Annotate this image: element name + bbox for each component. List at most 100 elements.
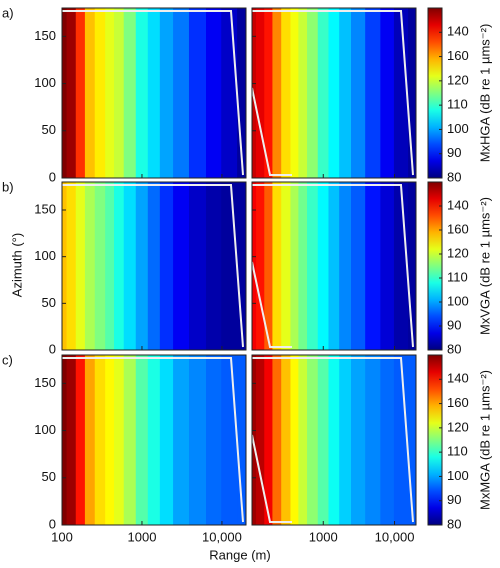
heat-cell [307, 182, 319, 350]
boundary-line [62, 357, 244, 523]
heat-cell [105, 8, 115, 178]
boundary-line [252, 10, 414, 176]
colorbar [427, 7, 443, 179]
heat-cell [84, 8, 96, 178]
y-tick-label: 0 [49, 169, 56, 184]
heat-cell [264, 182, 273, 350]
panel-label: a) [2, 5, 14, 20]
heat-cell [408, 355, 417, 525]
panel-label: b) [2, 179, 14, 194]
heat-cell [114, 182, 125, 350]
heat-cell [281, 182, 291, 350]
x-tick-label: 100 [51, 529, 73, 544]
heat-cell [290, 355, 299, 525]
colorbar-tick-label: 120 [447, 72, 469, 87]
heat-cell [123, 182, 137, 350]
heat-cell [173, 8, 190, 178]
heat-cell [94, 182, 106, 350]
y-tick-label: 50 [42, 122, 56, 137]
heat-cell [328, 355, 340, 525]
heat-cell [264, 355, 273, 525]
heat-cell [328, 8, 340, 178]
heat-cell [365, 355, 381, 525]
heat-cell [62, 182, 68, 350]
heat-cell [281, 8, 291, 178]
colorbar-label: MxVGA (dB re 1 µms⁻²) [477, 197, 492, 335]
heat-cell [135, 8, 149, 178]
x-tick-label: 1000 [309, 529, 338, 544]
panel-frame [61, 7, 247, 179]
colorbar-tick-label: 140 [447, 24, 469, 39]
heat-cell [380, 355, 395, 525]
heat-cell [206, 8, 222, 178]
colorbar [427, 354, 443, 526]
heat-cell [135, 182, 149, 350]
heat-cell [123, 8, 137, 178]
heat-cell [221, 8, 238, 178]
x-axis-label: Range (m) [209, 547, 270, 562]
heat-cell [393, 182, 409, 350]
colorbar-tick-label: 80 [447, 341, 461, 356]
panel-frame [61, 354, 247, 526]
heat-cell [75, 182, 86, 350]
colorbar-tick-label: 110 [447, 444, 468, 459]
heat-cell [147, 8, 161, 178]
heat-cell [365, 8, 381, 178]
colorbar-tick-label: 90 [447, 317, 461, 332]
heat-cell [351, 355, 366, 525]
colorbar-tick-label: 100 [447, 121, 469, 136]
colorbar-tick-label: 90 [447, 145, 461, 160]
heat-cell [206, 355, 222, 525]
heat-cell [339, 8, 352, 178]
colorbar-tick-label: 100 [447, 293, 469, 308]
heat-cell [188, 355, 207, 525]
panel-frame [251, 181, 417, 351]
y-tick-label: 0 [49, 516, 56, 531]
heat-cell [290, 8, 299, 178]
panel-frame [61, 181, 247, 351]
heat-cell [114, 355, 125, 525]
heat-cell [237, 8, 247, 178]
x-tick-label: 10,000 [375, 529, 415, 544]
heat-cell [173, 182, 190, 350]
heat-cell [135, 355, 149, 525]
heat-cell [147, 355, 161, 525]
heat-cell [123, 355, 137, 525]
heat-cell [317, 8, 329, 178]
heat-cell [408, 182, 417, 350]
heat-cell [237, 355, 247, 525]
heat-cell [105, 355, 115, 525]
heat-cell [264, 8, 273, 178]
heat-cell [351, 182, 366, 350]
heat-cell [159, 8, 174, 178]
heat-cell [393, 355, 409, 525]
heat-cell [298, 8, 308, 178]
boundary-line [251, 434, 292, 523]
y-axis-label: Azimuth (°) [9, 233, 24, 297]
colorbar-tick-label: 160 [447, 221, 469, 236]
y-tick-label: 100 [34, 75, 56, 90]
heat-cell [159, 182, 174, 350]
heat-cell [94, 355, 106, 525]
colorbar-tick-label: 100 [447, 468, 469, 483]
heat-cell [147, 182, 161, 350]
heat-cell [339, 182, 352, 350]
boundary-line [62, 10, 244, 176]
heat-cell [252, 182, 257, 350]
y-tick-label: 100 [34, 248, 56, 263]
heat-cell [290, 182, 299, 350]
heat-cell [221, 355, 238, 525]
heat-cell [221, 182, 238, 350]
heat-cell [328, 182, 340, 350]
heat-cell [188, 182, 207, 350]
y-tick-label: 150 [34, 201, 56, 216]
panel-label: c) [2, 352, 13, 367]
heat-cell [173, 355, 190, 525]
colorbar-tick-label: 140 [447, 197, 469, 212]
heat-cell [105, 182, 115, 350]
heat-cell [66, 182, 77, 350]
heat-cell [380, 8, 395, 178]
heat-cell [114, 8, 125, 178]
heat-cell [365, 182, 381, 350]
